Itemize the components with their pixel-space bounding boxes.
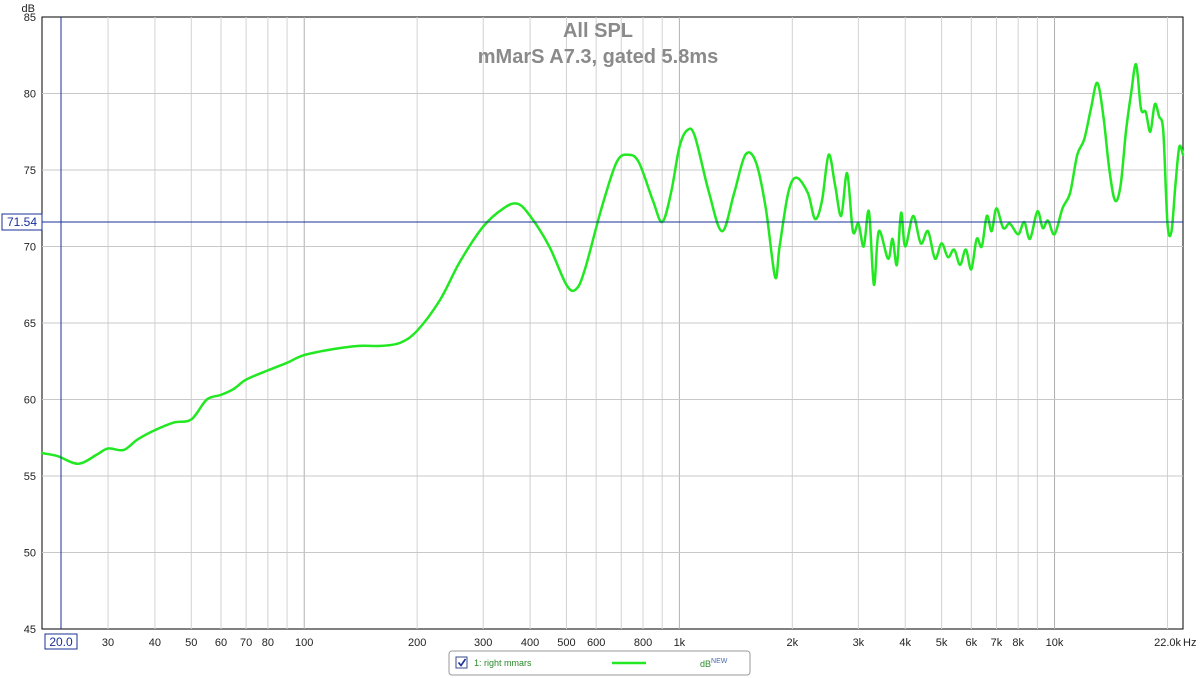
cursor-level-box[interactable]: [1, 213, 43, 231]
x-tick-label: 300: [474, 637, 492, 649]
x-axis-tick-labels: 30 40 50 60 70 80 100 200 300 400 500 600 800 1k 2k 3k 4…: [102, 637, 1182, 649]
x-tick-label: 4k: [899, 637, 911, 649]
legend: 1: right mmars dBNEW: [448, 650, 751, 676]
x-tick-label: 100: [295, 637, 313, 649]
legend-box: [448, 650, 751, 676]
x-tick-label: 30: [102, 637, 114, 649]
x-tick-label: 80: [262, 637, 274, 649]
x-tick-label: 6k: [965, 637, 977, 649]
legend-unit-superscript: NEW: [711, 658, 728, 665]
cursor-frequency-label: 20.0: [49, 635, 73, 649]
x-tick-label: 500: [557, 637, 575, 649]
cursor-level-label: 71.54: [7, 215, 37, 229]
y-tick-label: 45: [24, 624, 36, 636]
x-tick-label: 3k: [853, 637, 865, 649]
y-tick-label: 70: [24, 242, 36, 254]
legend-unit-label: dBNEW: [700, 658, 728, 669]
legend-unit: dB: [700, 659, 711, 669]
y-axis-label: dB: [22, 3, 35, 15]
x-axis-unit: Hz: [1183, 637, 1196, 649]
cursor-frequency-box[interactable]: [44, 633, 78, 650]
y-axis-tick-labels: 45 50 55 60 65 70 75 80 85: [24, 12, 36, 636]
x-tick-label: 5k: [936, 637, 948, 649]
checkmark-icon: [457, 658, 467, 667]
x-tick-label: 8k: [1012, 637, 1024, 649]
y-tick-label: 55: [24, 471, 36, 483]
x-tick-label: 600: [587, 637, 605, 649]
x-tick-label: 200: [408, 637, 426, 649]
y-tick-label: 80: [24, 89, 36, 101]
x-tick-label: 400: [521, 637, 539, 649]
x-tick-label: 2k: [787, 637, 799, 649]
x-tick-label: 1k: [674, 637, 686, 649]
y-tick-label: 60: [24, 395, 36, 407]
y-tick-label: 65: [24, 318, 36, 330]
y-tick-label: 50: [24, 548, 36, 560]
x-tick-label: 22.0k: [1154, 637, 1181, 649]
legend-entry-label[interactable]: 1: right mmars: [474, 658, 532, 668]
x-tick-label: 70: [240, 637, 252, 649]
y-tick-label: 85: [24, 12, 36, 24]
x-tick-label: 10k: [1046, 637, 1064, 649]
legend-checkbox[interactable]: [455, 656, 468, 669]
chart-subtitle: mMarS A7.3, gated 5.8ms: [478, 46, 718, 68]
y-tick-label: 75: [24, 165, 36, 177]
series-group: [40, 63, 1185, 466]
chart-title: All SPL: [563, 20, 633, 42]
x-tick-label: 50: [185, 637, 197, 649]
x-tick-label: 800: [634, 637, 652, 649]
x-tick-label: 40: [149, 637, 161, 649]
series-line-right-mmars: [40, 63, 1185, 466]
x-tick-label: 60: [215, 637, 227, 649]
x-tick-label: 7k: [991, 637, 1003, 649]
